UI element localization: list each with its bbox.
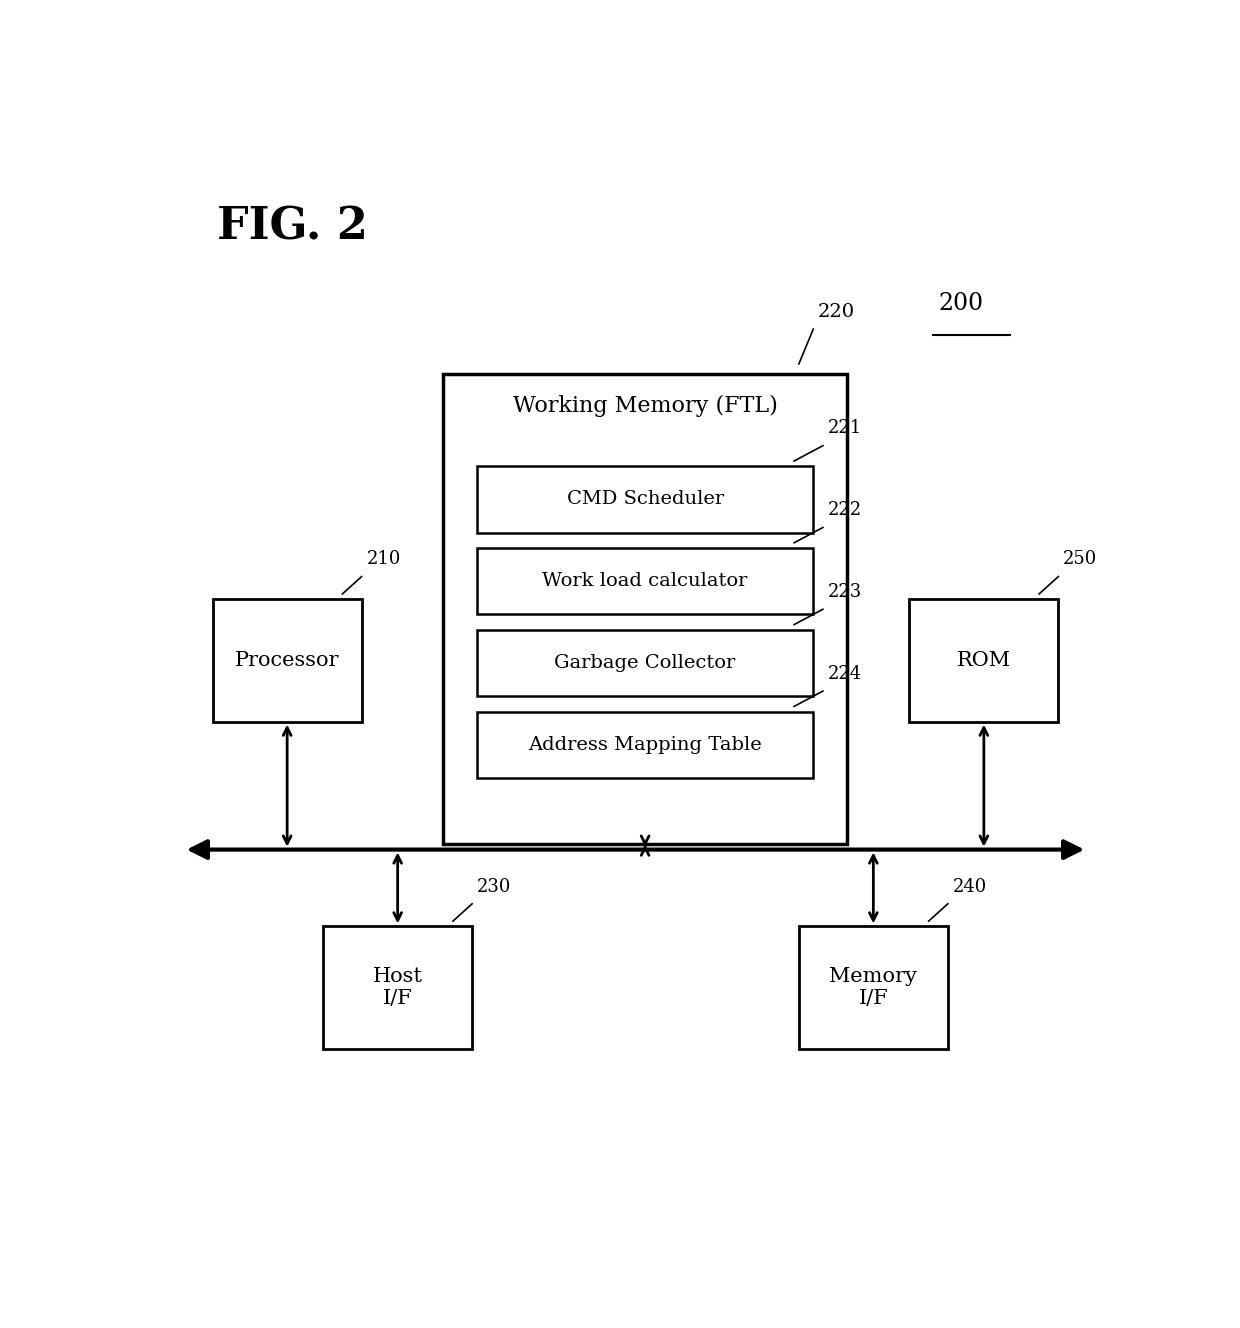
Text: Work load calculator: Work load calculator — [542, 572, 748, 590]
Text: Processor: Processor — [234, 651, 340, 669]
Text: Working Memory (FTL): Working Memory (FTL) — [512, 394, 777, 417]
Bar — [799, 927, 947, 1049]
Text: 221: 221 — [828, 420, 862, 437]
Text: 240: 240 — [952, 878, 987, 895]
Text: ROM: ROM — [957, 651, 1011, 669]
Text: FIG. 2: FIG. 2 — [217, 206, 368, 248]
Text: Address Mapping Table: Address Mapping Table — [528, 736, 763, 754]
Text: 223: 223 — [828, 583, 862, 602]
Bar — [909, 599, 1058, 721]
Bar — [477, 466, 813, 533]
Text: Garbage Collector: Garbage Collector — [554, 653, 735, 672]
Text: 222: 222 — [828, 501, 862, 519]
FancyArrowPatch shape — [191, 841, 1080, 858]
Bar — [324, 927, 472, 1049]
Text: CMD Scheduler: CMD Scheduler — [567, 490, 724, 509]
Text: Host
I/F: Host I/F — [373, 967, 423, 1008]
Bar — [477, 629, 813, 696]
Bar — [477, 712, 813, 778]
Text: 200: 200 — [939, 292, 983, 315]
Text: Memory
I/F: Memory I/F — [830, 967, 918, 1008]
Bar — [444, 374, 847, 845]
Text: 210: 210 — [367, 550, 401, 568]
Bar — [213, 599, 362, 721]
Text: 250: 250 — [1063, 550, 1097, 568]
Bar — [477, 548, 813, 615]
Text: 224: 224 — [828, 665, 862, 683]
Text: 230: 230 — [477, 878, 511, 895]
Text: 220: 220 — [818, 303, 856, 321]
